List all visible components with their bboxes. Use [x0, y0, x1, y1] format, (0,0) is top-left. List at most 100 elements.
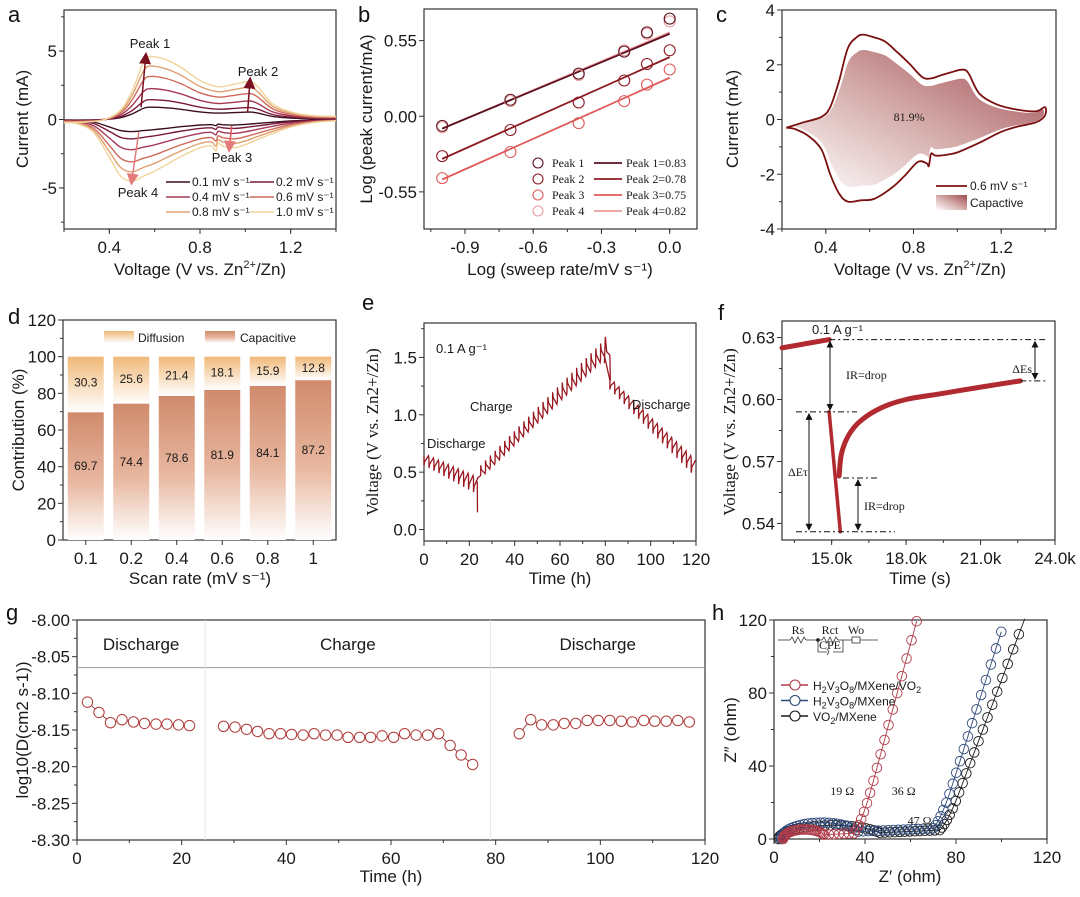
series-line: [518, 719, 690, 734]
y-tick-label: 0.5: [393, 463, 417, 482]
data-point: [971, 704, 982, 715]
legend-label: Peak 2: [552, 172, 584, 186]
y-tick-label: -8.15: [31, 721, 70, 740]
data-point: [161, 718, 173, 730]
x-axis-label: Time (s): [889, 569, 951, 588]
chart-f: 15.0k 18.0k 21.0k 24.0k 0.54 0.57 0.60 0.63Volt…: [720, 320, 1076, 588]
data-point: [929, 825, 940, 836]
legend-label: Capactive: [970, 196, 1024, 210]
nyquist-line: [782, 621, 918, 840]
y-tick-label: 4: [766, 1, 775, 20]
legend-label: VO2/MXene: [813, 710, 877, 726]
x-tick-label: 0.1: [74, 549, 98, 568]
data-point: [906, 634, 917, 646]
legend-marker: [789, 694, 801, 707]
legend-label: 0.6 mV s⁻¹: [276, 190, 334, 204]
y-tick-label: 40: [748, 757, 767, 776]
data-point: [138, 717, 151, 730]
data-point: [640, 57, 654, 71]
legend-label: Peak 3: [552, 188, 584, 202]
data-point: [229, 721, 241, 733]
y-tick-label: 2: [766, 56, 775, 75]
data-point: [504, 93, 517, 106]
data-point: [887, 704, 899, 715]
bar-diffusion: [67, 356, 104, 413]
peak1-arrow: [139, 51, 152, 108]
data-point: [615, 715, 627, 727]
data-point: [932, 815, 944, 827]
x-tick-label: 100: [636, 550, 664, 569]
bar-capacitive: [158, 395, 195, 540]
cv-curve-anodic: [63, 106, 337, 121]
x-axis-label: Time (h): [360, 867, 423, 886]
annotation: IR=drop: [846, 368, 887, 382]
data-point: [827, 817, 839, 829]
x-tick-label: 0.8: [902, 238, 926, 257]
data-point: [572, 117, 585, 130]
data-point: [977, 724, 989, 735]
cv-curve-cathodic: [63, 120, 337, 182]
y-tick-label: 120: [739, 611, 767, 630]
data-point: [240, 723, 253, 735]
x-tick-label: 80: [596, 550, 615, 569]
data-point: [116, 714, 128, 726]
warburg-element: [851, 636, 861, 644]
data-point: [853, 819, 864, 831]
bar-diffusion: [204, 356, 241, 390]
capacitive-area: [788, 50, 1045, 188]
bar-value-label: 12.8: [302, 361, 326, 375]
data-point: [871, 762, 883, 774]
data-point: [285, 728, 298, 741]
data-point: [263, 727, 275, 740]
annotation: Charge: [470, 399, 513, 414]
legend-swatch-diffusion: [104, 331, 134, 343]
data-point: [975, 689, 987, 701]
data-point: [353, 731, 366, 744]
pulse-curve: [827, 410, 843, 534]
data-point: [966, 717, 978, 729]
data-point: [855, 813, 867, 825]
x-tick-label: 100: [586, 849, 614, 868]
chart-g: 0 20 40 60 80 100 120 -8.00 -8.05 -8.10 -8.15 -8.20…: [13, 611, 719, 886]
fit-line: [441, 56, 671, 160]
peak-label: Peak 4: [118, 185, 158, 200]
legend-marker: [789, 710, 801, 722]
peak-label: Peak 1: [130, 36, 170, 51]
y-tick-label: 0.0: [393, 521, 417, 540]
legend-fit-label: Peak 2=0.78: [626, 172, 686, 186]
x-tick-label: 20: [172, 849, 191, 868]
y-axis-label: Voltage (V vs. Zn2+/Zn): [720, 348, 739, 516]
data-point: [649, 715, 661, 727]
plot-frame: [781, 320, 1056, 541]
data-point: [536, 719, 548, 731]
circuit-label: Rs: [792, 623, 805, 637]
panel-label-a: a: [8, 2, 21, 27]
bar-value-label: 74.4: [120, 455, 144, 469]
data-point: [274, 727, 287, 740]
data-point: [973, 735, 984, 747]
x-tick-label: 0.6: [210, 549, 234, 568]
data-point: [864, 787, 876, 799]
legend-fit-label: Peak 1=0.83: [626, 156, 686, 170]
y-tick-label: -8.10: [31, 684, 70, 703]
annotation: ΔEs: [1012, 362, 1032, 376]
data-point: [911, 616, 922, 627]
cv-curve-cathodic: [63, 119, 337, 173]
y-tick-label: 0.60: [742, 391, 775, 410]
data-point: [663, 63, 676, 76]
data-point: [572, 96, 585, 109]
data-point: [592, 714, 604, 727]
annotation: Discharge: [632, 397, 691, 412]
data-point: [387, 731, 400, 744]
x-tick-label: 1.2: [279, 238, 303, 257]
x-tick-label: 1.2: [989, 238, 1013, 257]
peak2-arrow: [243, 76, 256, 113]
annotation: IR=drop: [864, 499, 905, 513]
x-tick-label: 1: [309, 549, 318, 568]
y-tick-label: 40: [37, 458, 56, 477]
bar-capacitive: [67, 412, 104, 540]
bar-value-label: 30.3: [74, 376, 98, 390]
bar-value-label: 15.9: [256, 364, 280, 378]
data-point: [875, 748, 886, 760]
